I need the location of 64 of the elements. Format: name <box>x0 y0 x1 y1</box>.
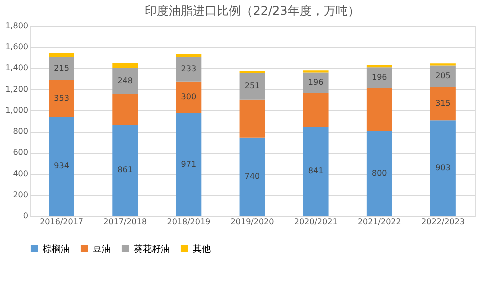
bar <box>49 80 74 118</box>
y-tick-label: 1,000 <box>6 106 28 115</box>
y-tick-label: 800 <box>13 127 28 136</box>
data-label: 196 <box>372 72 388 82</box>
bar <box>176 57 202 82</box>
data-label: 971 <box>181 160 197 169</box>
x-tick-label: 2016/2017 <box>40 218 84 226</box>
bar <box>49 53 74 58</box>
x-tick-label: 2019/2020 <box>230 218 274 226</box>
y-tick-label: 1,400 <box>6 64 28 73</box>
y-tick-label: 400 <box>13 169 28 178</box>
bar <box>112 125 138 216</box>
data-label: 215 <box>54 64 70 73</box>
x-tick-label: 2018/2019 <box>167 218 211 226</box>
bar <box>240 73 266 100</box>
bar <box>366 65 392 68</box>
data-label: 841 <box>308 166 324 176</box>
data-label: 300 <box>181 92 197 102</box>
bar <box>49 117 74 216</box>
bar <box>303 93 329 128</box>
x-tick-label: 2017/2018 <box>104 218 148 226</box>
y-tick-label: 0 <box>23 212 28 220</box>
data-label: 800 <box>372 168 388 178</box>
bar <box>303 127 329 216</box>
bar <box>112 94 138 126</box>
y-tick-label: 1,200 <box>6 84 28 94</box>
legend-label: 豆油 <box>93 244 111 255</box>
data-label: 903 <box>436 163 451 172</box>
bar <box>366 132 392 216</box>
bar <box>176 114 202 216</box>
legend-label: 棕榈油 <box>43 244 70 255</box>
data-label: 315 <box>436 99 451 108</box>
bar <box>240 138 266 216</box>
bar <box>240 100 266 138</box>
bar <box>366 88 392 132</box>
data-label: 205 <box>436 72 451 81</box>
bar <box>112 68 138 95</box>
bar <box>366 68 392 88</box>
bar <box>303 72 329 94</box>
y-tick-label: 600 <box>13 148 28 158</box>
bar <box>430 87 456 121</box>
x-tick-label: 2020/2021 <box>294 218 338 226</box>
bar <box>176 82 202 114</box>
data-label: 353 <box>54 94 70 103</box>
chart-title: 印度油脂进口比例（22/23年度，万吨） <box>145 4 360 18</box>
bar <box>430 66 456 88</box>
data-label: 934 <box>54 162 70 171</box>
data-label: 740 <box>244 172 260 181</box>
bar <box>430 120 456 216</box>
data-label: 196 <box>308 78 324 88</box>
y-tick-label: 1,600 <box>6 42 28 52</box>
y-tick-label: 1,800 <box>6 22 28 30</box>
data-label: 861 <box>118 166 133 175</box>
data-label: 233 <box>181 64 197 74</box>
x-tick-label: 2021/2022 <box>358 218 402 226</box>
bar <box>49 57 74 80</box>
legend-label: 葵花籽油 <box>134 244 170 255</box>
y-tick-label: 200 <box>13 190 28 200</box>
data-label: 248 <box>118 76 133 86</box>
bar <box>176 54 202 58</box>
x-tick-label: 2022/2023 <box>422 218 465 226</box>
data-label: 251 <box>244 82 260 91</box>
legend-label: 其他 <box>193 244 211 255</box>
bar <box>112 63 138 68</box>
